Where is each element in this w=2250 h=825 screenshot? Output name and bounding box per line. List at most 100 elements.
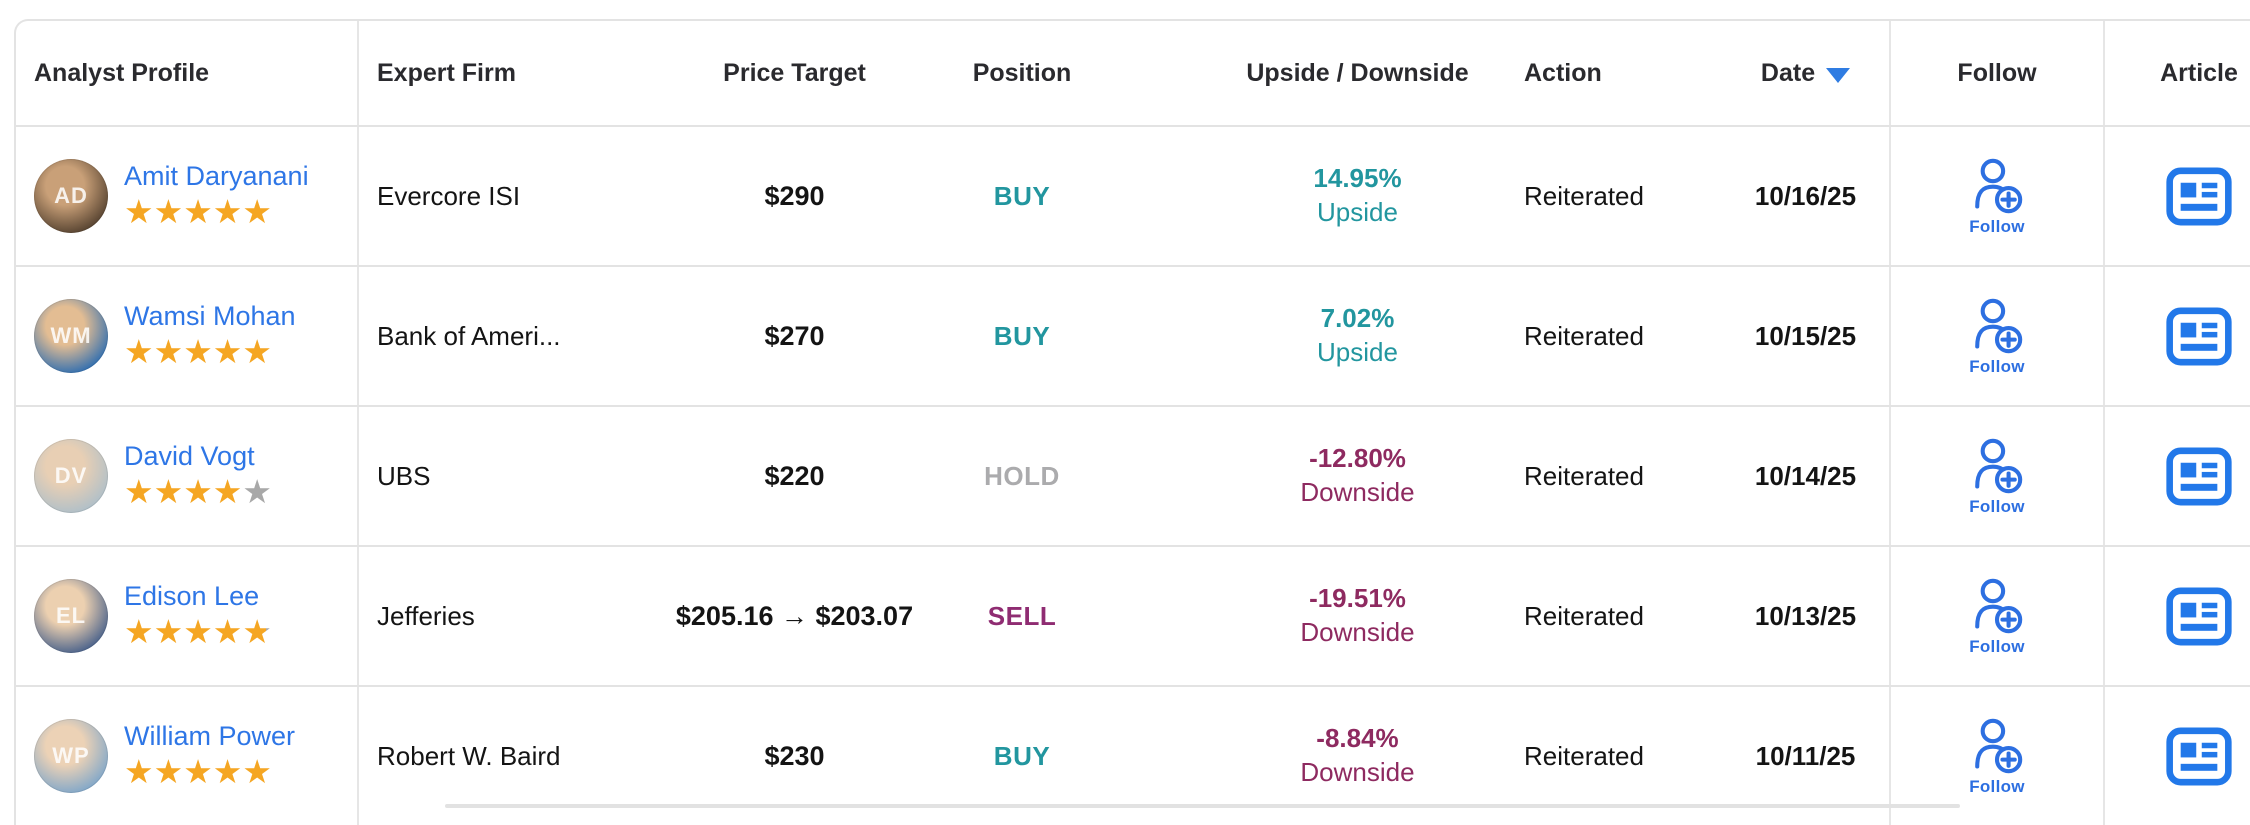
firm-name: Bank of Ameri... <box>377 320 561 351</box>
analyst-avatar[interactable]: AD <box>34 159 108 233</box>
follow-button-label: Follow <box>1969 776 2025 796</box>
upside-downside: -8.84% Downside <box>1300 722 1414 790</box>
firm-name: Robert W. Baird <box>377 740 561 771</box>
price-target-cell: $205.16 → $203.07 <box>662 547 927 685</box>
analyst-avatar[interactable]: WM <box>34 299 108 373</box>
firm-name: UBS <box>377 460 431 491</box>
star-icon: ★ <box>242 473 272 511</box>
col-header-expert-firm[interactable]: Expert Firm <box>359 21 662 125</box>
star-icon: ★ <box>124 753 154 791</box>
follow-button-label: Follow <box>1969 496 2025 516</box>
follow-button-label: Follow <box>1969 356 2025 376</box>
col-header-label: Price Target <box>723 58 866 87</box>
follow-button[interactable]: Follow <box>1967 576 2027 657</box>
analyst-name-link[interactable]: Wamsi Mohan <box>124 301 296 332</box>
price-target-cell: $290 <box>662 127 927 265</box>
col-header-label: Analyst Profile <box>34 58 210 87</box>
upside-downside: 7.02% Upside <box>1317 302 1398 370</box>
position-label: BUY <box>993 180 1051 211</box>
date-cell: 10/14/25 <box>1722 407 1889 545</box>
date-value: 10/13/25 <box>1754 600 1857 631</box>
analyst-profile-cell: DV David Vogt ★★★★★ <box>16 407 359 545</box>
horizontal-scrollbar[interactable] <box>445 804 1960 808</box>
analyst-table-row: AD Amit Daryanani ★★★★★ Evercore ISI $29… <box>16 125 2250 265</box>
follow-button-label: Follow <box>1969 216 2025 236</box>
analyst-avatar[interactable]: DV <box>34 439 108 513</box>
article-cell <box>2103 407 2250 545</box>
analyst-profile-cell: WM Wamsi Mohan ★★★★★ <box>16 267 359 405</box>
article-button[interactable] <box>2166 167 2232 226</box>
col-header-follow[interactable]: Follow <box>1889 21 2103 125</box>
position-cell: BUY <box>927 687 1117 825</box>
follow-cell: Follow <box>1889 407 2103 545</box>
expert-firm-cell: Robert W. Baird <box>359 687 662 825</box>
col-header-upside-downside[interactable]: Upside / Downside <box>1117 21 1522 125</box>
star-icon: ★ <box>153 753 184 791</box>
star-icon: ★ <box>212 753 243 791</box>
news-article-icon <box>2166 307 2232 365</box>
change-percent: -19.51% <box>1309 583 1406 614</box>
star-icon: ★ <box>242 333 272 371</box>
article-button[interactable] <box>2166 447 2232 506</box>
star-icon: ★ <box>242 613 272 651</box>
col-header-analyst-profile[interactable]: Analyst Profile <box>16 21 359 125</box>
change-percent: -12.80% <box>1309 443 1406 474</box>
follow-cell: Follow <box>1889 547 2103 685</box>
star-icon: ★ <box>124 473 154 511</box>
analyst-table-row: WP William Power ★★★★★ Robert W. Baird $… <box>16 685 2250 825</box>
analyst-name-link[interactable]: Amit Daryanani <box>124 161 309 192</box>
star-icon: ★ <box>183 613 213 651</box>
col-header-price-target[interactable]: Price Target <box>662 21 927 125</box>
article-button[interactable] <box>2166 307 2232 366</box>
star-rating: ★★★★★ <box>124 194 309 230</box>
price-target-cell: $220 <box>662 407 927 545</box>
action-label: Reiterated <box>1524 600 1644 631</box>
col-header-label: Date <box>1760 58 1816 87</box>
change-percent: 7.02% <box>1320 303 1395 334</box>
analyst-avatar[interactable]: WP <box>34 719 108 793</box>
follow-button[interactable]: Follow <box>1967 436 2027 517</box>
follow-button[interactable]: Follow <box>1967 716 2027 797</box>
news-article-icon <box>2166 727 2232 785</box>
firm-name: Jefferies <box>377 600 475 631</box>
price-target: $270 <box>764 320 825 351</box>
position-label: SELL <box>987 600 1057 631</box>
analyst-avatar[interactable]: EL <box>34 579 108 653</box>
date-value: 10/14/25 <box>1754 460 1857 491</box>
add-user-icon <box>1975 158 2023 213</box>
article-cell <box>2103 687 2250 825</box>
price-target: $220 <box>764 460 825 491</box>
star-icon: ★ <box>153 333 184 371</box>
follow-button[interactable]: Follow <box>1967 156 2027 237</box>
change-direction: Downside <box>1300 617 1415 647</box>
expert-firm-cell: Jefferies <box>359 547 662 685</box>
col-header-position[interactable]: Position <box>927 21 1117 125</box>
col-header-date[interactable]: Date <box>1722 21 1889 125</box>
action-cell: Reiterated <box>1522 687 1722 825</box>
col-header-article[interactable]: Article <box>2103 21 2250 125</box>
article-button[interactable] <box>2166 727 2232 786</box>
star-icon: ★ <box>242 753 272 791</box>
add-user-icon <box>1975 438 2023 493</box>
date-value: 10/11/25 <box>1755 740 1856 771</box>
change-percent: -8.84% <box>1316 723 1399 754</box>
star-rating: ★★★★★ <box>124 473 272 511</box>
analyst-name-link[interactable]: Edison Lee <box>124 581 260 612</box>
price-target: $290 <box>764 180 825 211</box>
article-button[interactable] <box>2166 587 2232 646</box>
star-icon: ★ <box>212 473 243 511</box>
analyst-table-row: EL Edison Lee ★★★★★ Jefferies $205.16 → … <box>16 545 2250 685</box>
col-header-label: Follow <box>1957 58 2037 87</box>
position-cell: BUY <box>927 127 1117 265</box>
price-target: $205.16 → $203.07 <box>675 600 914 631</box>
position-cell: HOLD <box>927 407 1117 545</box>
follow-button[interactable]: Follow <box>1967 296 2027 377</box>
col-header-action[interactable]: Action <box>1522 21 1722 125</box>
star-icon: ★ <box>153 613 184 651</box>
analyst-name-link[interactable]: David Vogt <box>124 441 255 472</box>
analyst-name-link[interactable]: William Power <box>124 721 296 752</box>
star-icon: ★ <box>212 333 243 371</box>
action-cell: Reiterated <box>1522 407 1722 545</box>
action-label: Reiterated <box>1524 740 1644 771</box>
action-cell: Reiterated <box>1522 547 1722 685</box>
